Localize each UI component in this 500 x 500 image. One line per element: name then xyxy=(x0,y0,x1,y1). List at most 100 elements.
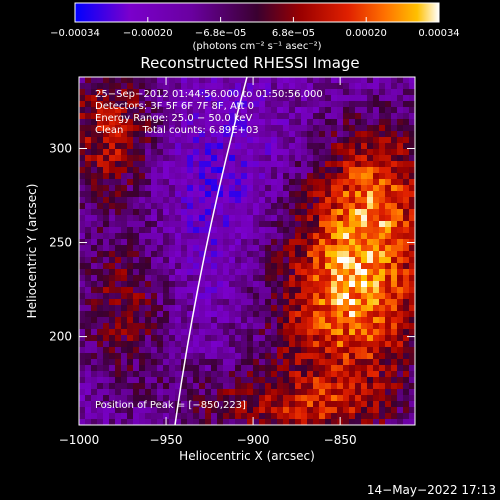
heatmap-cell xyxy=(343,257,350,264)
heatmap-cell xyxy=(367,311,374,318)
heatmap-cell xyxy=(259,383,266,390)
heatmap-cell xyxy=(205,185,212,192)
heatmap-cell xyxy=(121,239,128,246)
heatmap-cell xyxy=(271,251,278,258)
heatmap-cell xyxy=(337,335,344,342)
heatmap-cell xyxy=(211,167,218,174)
heatmap-cell xyxy=(169,125,176,132)
heatmap-cell xyxy=(343,197,350,204)
heatmap-cell xyxy=(199,233,206,240)
heatmap-cell xyxy=(271,365,278,372)
heatmap-cell xyxy=(91,353,98,360)
heatmap-cell xyxy=(145,161,152,168)
heatmap-cell xyxy=(181,227,188,234)
heatmap-cell xyxy=(85,245,92,252)
heatmap-cell xyxy=(385,161,392,168)
heatmap-cell xyxy=(247,401,254,408)
heatmap-cell xyxy=(319,293,326,300)
heatmap-cell xyxy=(229,107,236,114)
heatmap-cell xyxy=(283,263,290,270)
heatmap-cell xyxy=(379,263,386,270)
heatmap-cell xyxy=(97,77,104,84)
heatmap-cell xyxy=(337,389,344,396)
heatmap-cell xyxy=(403,95,410,102)
heatmap-cell xyxy=(331,209,338,216)
heatmap-cell xyxy=(277,365,284,372)
heatmap-cell xyxy=(373,305,380,312)
heatmap-cell xyxy=(235,323,242,330)
heatmap-cell xyxy=(313,161,320,168)
heatmap-cell xyxy=(115,359,122,366)
heatmap-cell xyxy=(229,167,236,174)
heatmap-cell xyxy=(325,257,332,264)
heatmap-cell xyxy=(241,269,248,276)
heatmap-cell xyxy=(97,101,104,108)
heatmap-cell xyxy=(169,389,176,396)
heatmap-cell xyxy=(283,383,290,390)
heatmap-cell xyxy=(211,281,218,288)
heatmap-cell xyxy=(301,305,308,312)
heatmap-cell xyxy=(343,95,350,102)
heatmap-cell xyxy=(289,389,296,396)
heatmap-cell xyxy=(163,401,170,408)
heatmap-cell xyxy=(349,407,356,414)
heatmap-cell xyxy=(349,281,356,288)
heatmap-cell xyxy=(133,95,140,102)
heatmap-cell xyxy=(319,143,326,150)
heatmap-cell xyxy=(295,353,302,360)
heatmap-cell xyxy=(139,335,146,342)
heatmap-cell xyxy=(139,113,146,120)
heatmap-cell xyxy=(163,167,170,174)
heatmap-cell xyxy=(145,389,152,396)
heatmap-cell xyxy=(343,137,350,144)
heatmap-cell xyxy=(157,299,164,306)
heatmap-cell xyxy=(235,83,242,90)
heatmap-cell xyxy=(265,245,272,252)
heatmap-cell xyxy=(367,317,374,324)
heatmap-cell xyxy=(277,161,284,168)
heatmap-cell xyxy=(253,305,260,312)
heatmap-cell xyxy=(301,113,308,120)
heatmap-cell xyxy=(151,107,158,114)
heatmap-cell xyxy=(235,167,242,174)
heatmap-cell xyxy=(235,371,242,378)
heatmap-cell xyxy=(313,401,320,408)
heatmap-cell xyxy=(235,233,242,240)
heatmap-cell xyxy=(133,251,140,258)
heatmap-cell xyxy=(331,197,338,204)
heatmap-cell xyxy=(235,197,242,204)
heatmap-cell xyxy=(133,389,140,396)
heatmap-cell xyxy=(181,383,188,390)
heatmap-cell xyxy=(397,401,404,408)
heatmap-cell xyxy=(373,317,380,324)
heatmap-cell xyxy=(181,203,188,210)
heatmap-cell xyxy=(115,371,122,378)
heatmap-cell xyxy=(265,89,272,96)
heatmap-cell xyxy=(235,293,242,300)
heatmap-cell xyxy=(175,311,182,318)
heatmap-cell xyxy=(373,209,380,216)
heatmap-cell xyxy=(217,413,224,420)
heatmap-cell xyxy=(235,245,242,252)
heatmap-cell xyxy=(241,191,248,198)
heatmap-cell xyxy=(115,107,122,114)
heatmap-cell xyxy=(331,329,338,336)
heatmap-cell xyxy=(85,293,92,300)
colorbar-tick-label: −0.00020 xyxy=(123,28,173,39)
heatmap-cell xyxy=(391,113,398,120)
heatmap-cell xyxy=(223,107,230,114)
heatmap-cell xyxy=(151,203,158,210)
heatmap-cell xyxy=(367,341,374,348)
heatmap-cell xyxy=(85,407,92,414)
heatmap-cell xyxy=(289,125,296,132)
heatmap-cell xyxy=(253,89,260,96)
heatmap-cell xyxy=(295,281,302,288)
heatmap-cell xyxy=(295,389,302,396)
heatmap-cell xyxy=(187,95,194,102)
heatmap-cell xyxy=(325,389,332,396)
heatmap-cell xyxy=(115,239,122,246)
heatmap-cell xyxy=(211,275,218,282)
heatmap-cell xyxy=(295,251,302,258)
x-tick-label: −850 xyxy=(324,433,357,447)
heatmap-cell xyxy=(235,329,242,336)
